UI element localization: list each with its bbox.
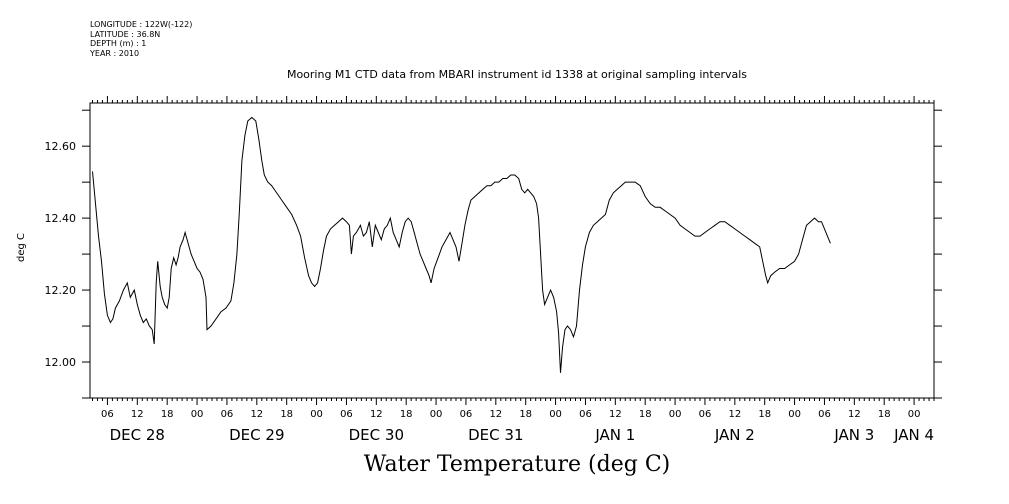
x-tick-label: 18 <box>400 409 413 420</box>
x-tick-label: 12 <box>848 409 861 420</box>
y-tick-label: 12.00 <box>45 356 77 369</box>
depth-text: DEPTH (m) : 1 <box>90 39 147 48</box>
latitude-text: LATITUDE : 36.8N <box>90 29 161 39</box>
x-tick-label: 00 <box>310 409 323 420</box>
x-tick-label: 06 <box>221 409 234 420</box>
x-tick-label: 18 <box>878 409 891 420</box>
x-tick-label: 06 <box>699 409 712 420</box>
x-tick-label: 12 <box>131 409 144 420</box>
x-tick-label: 00 <box>191 409 204 420</box>
y-tick-label: 12.40 <box>45 212 77 225</box>
x-tick-label: 12 <box>250 409 263 420</box>
chart-title: Mooring M1 CTD data from MBARI instrumen… <box>286 68 748 81</box>
x-tick-label: 18 <box>758 409 771 420</box>
x-tick-label: 00 <box>549 409 562 420</box>
y-tick-label: 12.60 <box>45 140 77 153</box>
x-tick-label: 18 <box>639 409 652 420</box>
x-day-label: DEC 28 <box>110 426 165 444</box>
x-tick-label: 00 <box>430 409 443 420</box>
x-tick-label: 12 <box>489 409 502 420</box>
x-tick-label: 06 <box>340 409 353 420</box>
x-day-label: JAN 3 <box>833 426 874 444</box>
longitude-text: LONGITUDE : 122W(-122) <box>90 20 193 29</box>
x-tick-label: 06 <box>101 409 114 420</box>
year-text: YEAR : 2010 <box>90 48 140 58</box>
x-tick-label: 00 <box>669 409 682 420</box>
x-day-label: JAN 2 <box>714 426 755 444</box>
x-tick-label: 06 <box>460 409 473 420</box>
x-tick-label: 12 <box>370 409 383 420</box>
x-tick-label: 00 <box>908 409 921 420</box>
x-tick-label: 12 <box>609 409 622 420</box>
x-tick-label: 06 <box>818 409 831 420</box>
x-day-label: DEC 31 <box>468 426 523 444</box>
temperature-line <box>92 116 831 373</box>
plot-frame <box>89 102 935 399</box>
x-tick-label: 18 <box>519 409 532 420</box>
x-tick-label: 12 <box>728 409 741 420</box>
x-tick-label: 00 <box>788 409 801 420</box>
x-day-label: DEC 29 <box>229 426 284 444</box>
x-tick-label: 18 <box>280 409 293 420</box>
x-tick-label: 18 <box>161 409 174 420</box>
x-axis-title: Water Temperature (deg C) <box>363 452 671 477</box>
metadata-block: LONGITUDE : 122W(-122) LATITUDE : 36.8N … <box>90 20 192 58</box>
y-tick-label: 12.20 <box>45 284 77 297</box>
x-day-label: JAN 4 <box>893 426 934 444</box>
x-day-label: JAN 1 <box>594 426 635 444</box>
x-tick-label: 06 <box>579 409 592 420</box>
x-day-label: DEC 30 <box>349 426 404 444</box>
